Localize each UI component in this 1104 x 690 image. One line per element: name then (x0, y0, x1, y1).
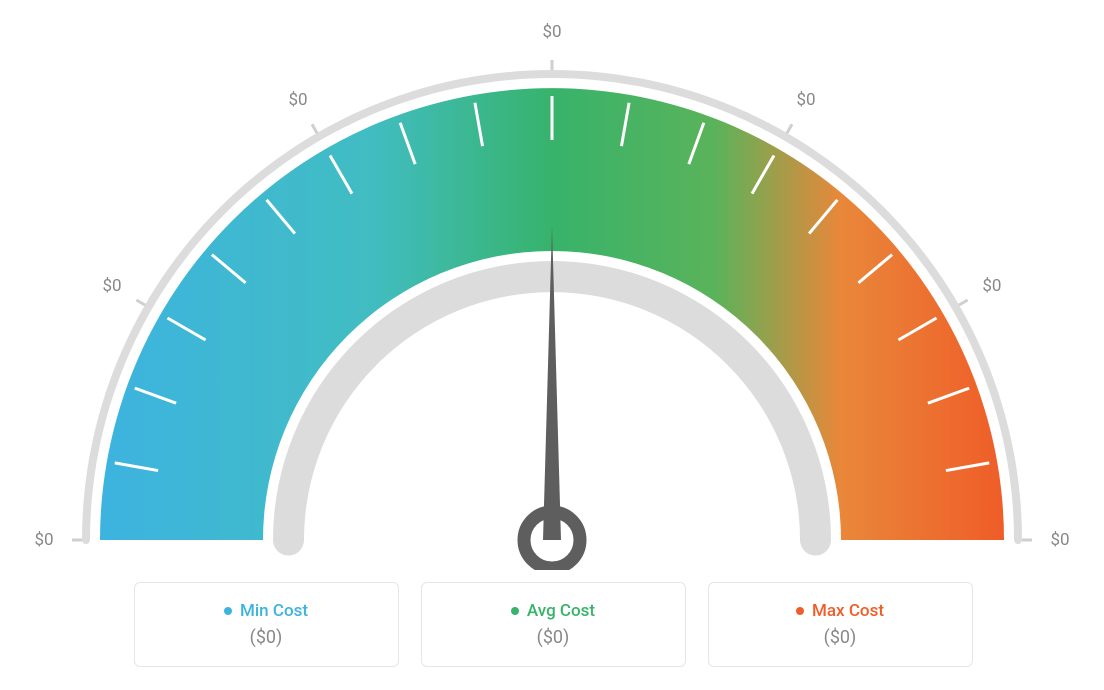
cost-gauge-container: $0 $0 $0 $0 $0 $0 $0 Min Cost ($0) Avg Cost ($… (0, 0, 1104, 690)
legend-max-value: ($0) (824, 627, 857, 648)
legend-avg-dot-icon (511, 607, 519, 615)
gauge-tick-label: $0 (288, 90, 307, 110)
legend-avg-label-text: Avg Cost (527, 601, 595, 621)
legend-max-label-text: Max Cost (812, 601, 884, 621)
gauge-svg (0, 0, 1104, 570)
legend-avg-cost: Avg Cost ($0) (421, 582, 686, 667)
legend-max-cost: Max Cost ($0) (708, 582, 973, 667)
gauge-tick-label: $0 (796, 90, 815, 110)
legend-avg-value: ($0) (537, 627, 570, 648)
gauge-tick-label: $0 (102, 276, 121, 296)
gauge-tick-label: $0 (542, 22, 561, 42)
legend-row: Min Cost ($0) Avg Cost ($0) Max Cost ($0… (33, 582, 1073, 667)
legend-min-label-text: Min Cost (240, 601, 308, 621)
gauge-tick-label: $0 (1050, 530, 1069, 550)
legend-min-label: Min Cost (224, 601, 308, 621)
gauge-tick-label: $0 (982, 276, 1001, 296)
legend-min-dot-icon (224, 607, 232, 615)
gauge-chart (0, 0, 1104, 570)
legend-avg-label: Avg Cost (511, 601, 595, 621)
legend-max-label: Max Cost (796, 601, 884, 621)
legend-min-value: ($0) (250, 627, 283, 648)
legend-max-dot-icon (796, 607, 804, 615)
gauge-tick-label: $0 (34, 530, 53, 550)
legend-min-cost: Min Cost ($0) (134, 582, 399, 667)
